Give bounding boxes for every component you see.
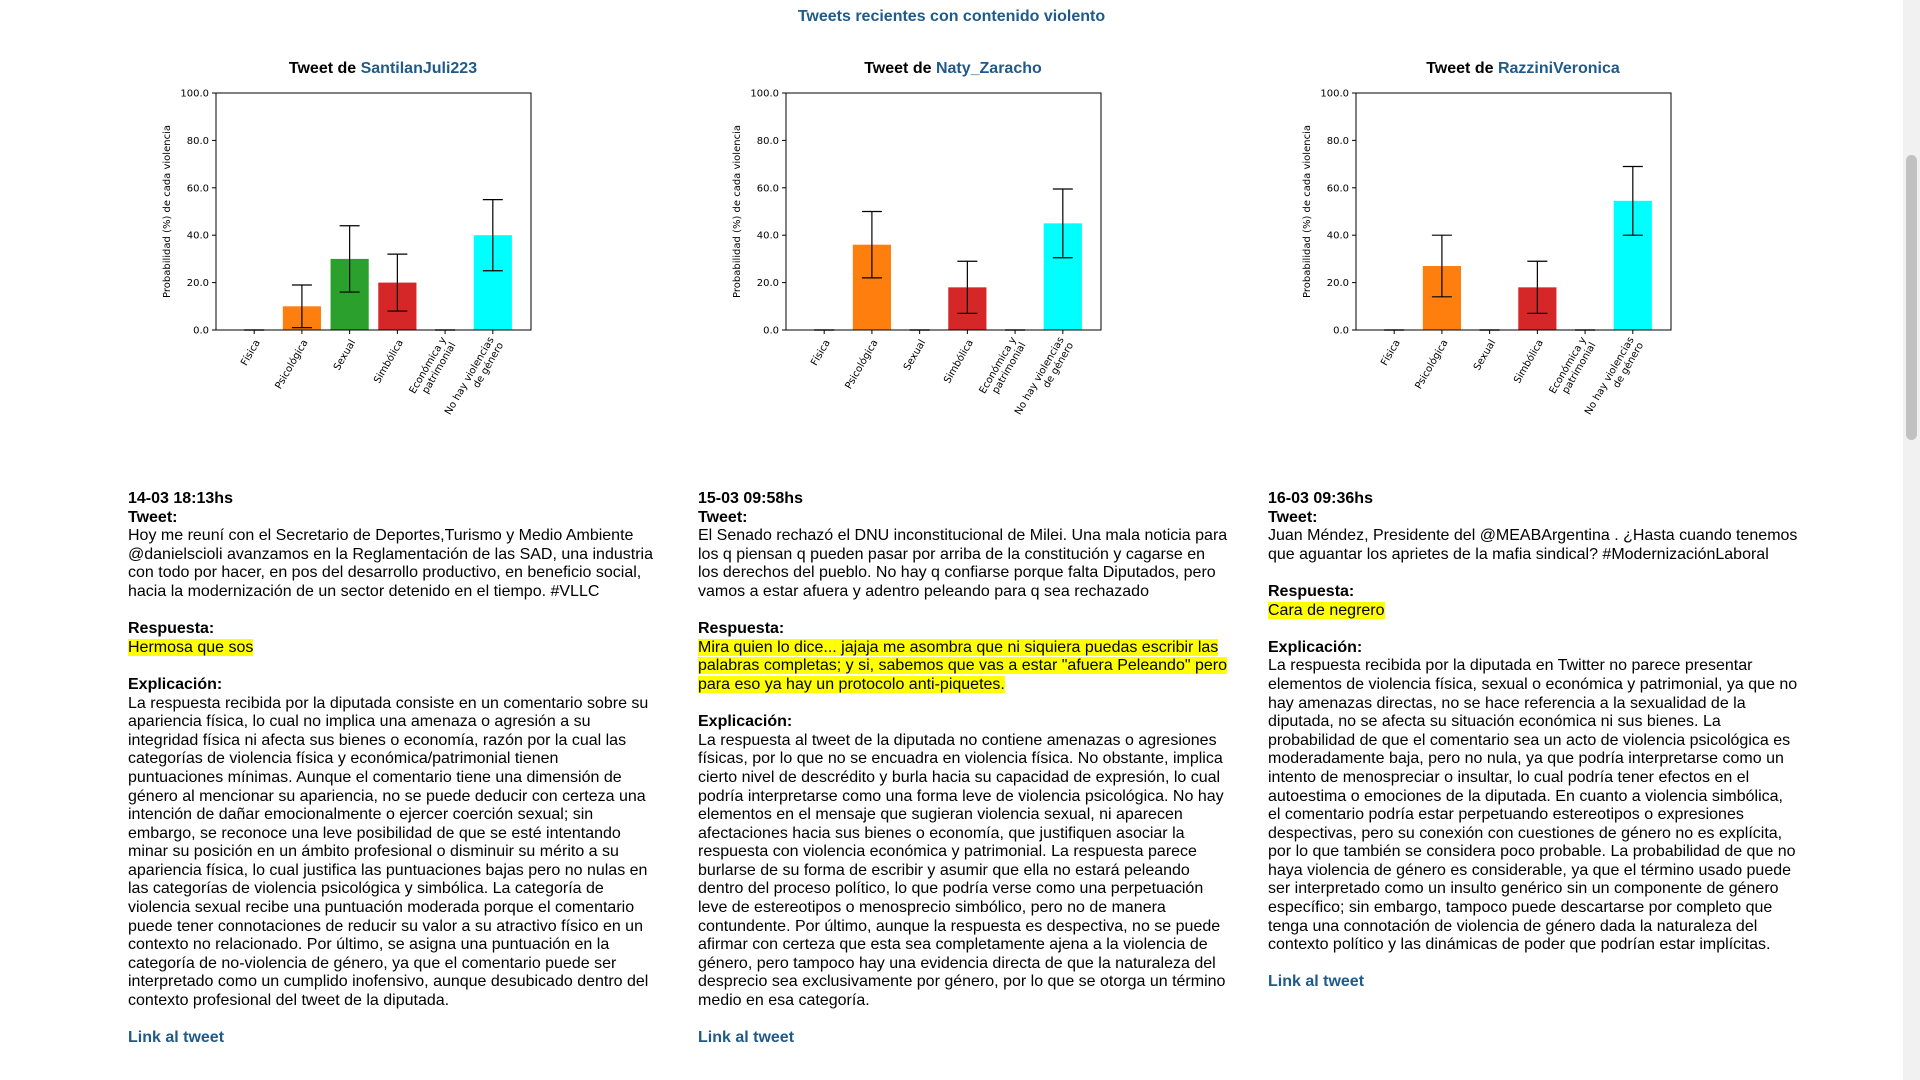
- y-tick-label: 60.0: [1327, 183, 1349, 194]
- violence-bar-chart: 0.0 20.0 40.0 60.0 80.0 100.0 Probabilidad (%)…: [1302, 89, 1672, 417]
- y-tick-label: 80.0: [1327, 136, 1349, 147]
- x-tick-label: Simbólica: [941, 338, 976, 386]
- explanation-label: Explicación:: [128, 675, 223, 693]
- violence-bar-chart: 0.0 20.0 40.0 60.0 80.0 100.0 Probabilidad (%)…: [162, 89, 532, 417]
- plot-frame: [215, 92, 532, 331]
- x-tick-label: Económica ypatrimonial: [1547, 335, 1599, 402]
- response-label: Respuesta:: [1268, 582, 1355, 600]
- chart-title: Tweet de SantilanJuli223: [128, 60, 638, 78]
- x-tick-label-line: Sexual: [332, 338, 358, 373]
- response-text: Hermosa que sos: [128, 638, 254, 656]
- tweet-user[interactable]: SantilanJuli223: [360, 60, 478, 77]
- x-tick-label-line: Simbólica: [941, 338, 976, 386]
- x-tick-label: Psicológica: [843, 338, 881, 392]
- x-tick-label-line: Simbólica: [1511, 338, 1546, 386]
- tweet-info: 14-03 18:13hs Tweet: Hoy me reuní con el…: [128, 490, 658, 1048]
- y-tick-label: 0.0: [193, 326, 209, 337]
- x-tick-label-line: Psicológica: [273, 338, 311, 392]
- x-tick-label-line: Psicológica: [843, 338, 881, 392]
- x-tick-label: Simbólica: [371, 338, 406, 386]
- x-tick-label: Física: [1378, 338, 1402, 368]
- tweet-label: Tweet:: [1268, 508, 1318, 526]
- response-text: Cara de negrero: [1268, 601, 1385, 619]
- explanation-text: La respuesta al tweet de la diputada no …: [698, 731, 1226, 1010]
- y-tick-label: 40.0: [187, 231, 209, 242]
- x-tick-label-line: Psicológica: [1413, 338, 1451, 392]
- y-tick-label: 20.0: [187, 278, 209, 289]
- x-tick-label-line: Sexual: [902, 338, 928, 373]
- y-axis-label: Probabilidad (%) de cada violencia: [732, 125, 743, 298]
- x-tick-label-line: Física: [238, 338, 262, 368]
- explanation-text: La respuesta recibida por la diputada en…: [1268, 657, 1798, 954]
- y-tick-label: 80.0: [757, 136, 779, 147]
- y-tick-label: 100.0: [1320, 89, 1349, 100]
- y-tick-label: 0.0: [763, 326, 779, 337]
- response-text: Mira quien lo dice... jajaja me asombra …: [698, 638, 1227, 693]
- y-tick-label: 60.0: [757, 183, 779, 194]
- x-tick-label: Física: [238, 338, 262, 368]
- tweet-link[interactable]: Link al tweet: [128, 1029, 225, 1047]
- y-axis-label: Probabilidad (%) de cada violencia: [162, 125, 173, 298]
- x-tick-label: Psicológica: [273, 338, 311, 392]
- plot-frame: [1355, 92, 1672, 331]
- x-tick-label: Física: [808, 338, 832, 368]
- tweet-text: Hoy me reuní con el Secretario de Deport…: [128, 527, 653, 600]
- violence-bar-chart: 0.0 20.0 40.0 60.0 80.0 100.0 Probabilidad (%)…: [732, 89, 1102, 417]
- plot-frame: [785, 92, 1102, 331]
- chart-title-prefix: Tweet de: [864, 60, 936, 77]
- x-tick-label: Simbólica: [1511, 338, 1546, 386]
- y-tick-label: 20.0: [1327, 278, 1349, 289]
- y-tick-label: 80.0: [187, 136, 209, 147]
- tweet-info: 15-03 09:58hs Tweet: El Senado rechazó e…: [698, 490, 1228, 1048]
- explanation-label: Explicación:: [1268, 638, 1363, 656]
- tweet-text: El Senado rechazó el DNU inconstituciona…: [698, 527, 1228, 600]
- y-tick-label: 100.0: [180, 89, 209, 100]
- tweet-label: Tweet:: [128, 508, 178, 526]
- tweet-link[interactable]: Link al tweet: [1268, 973, 1365, 991]
- x-tick-label: Sexual: [1472, 338, 1498, 373]
- y-tick-label: 40.0: [757, 231, 779, 242]
- x-tick-label-line: Física: [1378, 338, 1402, 368]
- page-title: Tweets recientes con contenido violento: [797, 8, 1106, 25]
- chart-title: Tweet de RazziniVeronica: [1268, 60, 1778, 78]
- chart-title-prefix: Tweet de: [288, 60, 361, 77]
- tweet-user[interactable]: RazziniVeronica: [1497, 60, 1620, 77]
- page-scrollbar[interactable]: [1903, 0, 1920, 1080]
- explanation-text: La respuesta recibida por la diputada co…: [128, 694, 649, 1010]
- x-tick-label: Sexual: [902, 338, 928, 373]
- x-tick-label-line: Física: [808, 338, 832, 368]
- scrollbar-thumb[interactable]: [1906, 155, 1917, 440]
- chart-title-prefix: Tweet de: [1426, 60, 1498, 77]
- y-tick-label: 20.0: [757, 278, 779, 289]
- x-tick-label-line: Simbólica: [371, 338, 406, 386]
- chart-title: Tweet de Naty_Zaracho: [698, 60, 1208, 78]
- response-label: Respuesta:: [698, 620, 785, 638]
- y-axis-label: Probabilidad (%) de cada violencia: [1302, 125, 1313, 298]
- y-tick-label: 0.0: [1333, 326, 1349, 337]
- explanation-label: Explicación:: [698, 713, 793, 731]
- tweet-link[interactable]: Link al tweet: [698, 1029, 795, 1047]
- y-tick-label: 100.0: [750, 89, 779, 100]
- tweet-date: 14-03 18:13hs: [128, 490, 233, 507]
- y-tick-label: 40.0: [1327, 231, 1349, 242]
- y-tick-label: 60.0: [187, 183, 209, 194]
- tweet-info: 16-03 09:36hs Tweet: Juan Méndez, Presid…: [1268, 490, 1798, 992]
- x-tick-label: Sexual: [332, 338, 358, 373]
- x-tick-label: Económica ypatrimonial: [977, 335, 1029, 402]
- tweet-label: Tweet:: [698, 508, 748, 526]
- tweet-user[interactable]: Naty_Zaracho: [935, 60, 1042, 77]
- tweet-text: Juan Méndez, Presidente del @MEABArgenti…: [1268, 527, 1798, 563]
- x-tick-label: Económica ypatrimonial: [407, 335, 459, 402]
- response-label: Respuesta:: [128, 620, 215, 638]
- tweet-date: 16-03 09:36hs: [1268, 490, 1373, 507]
- tweet-date: 15-03 09:58hs: [698, 490, 803, 507]
- x-tick-label: Psicológica: [1413, 338, 1451, 392]
- x-tick-label-line: Sexual: [1472, 338, 1498, 373]
